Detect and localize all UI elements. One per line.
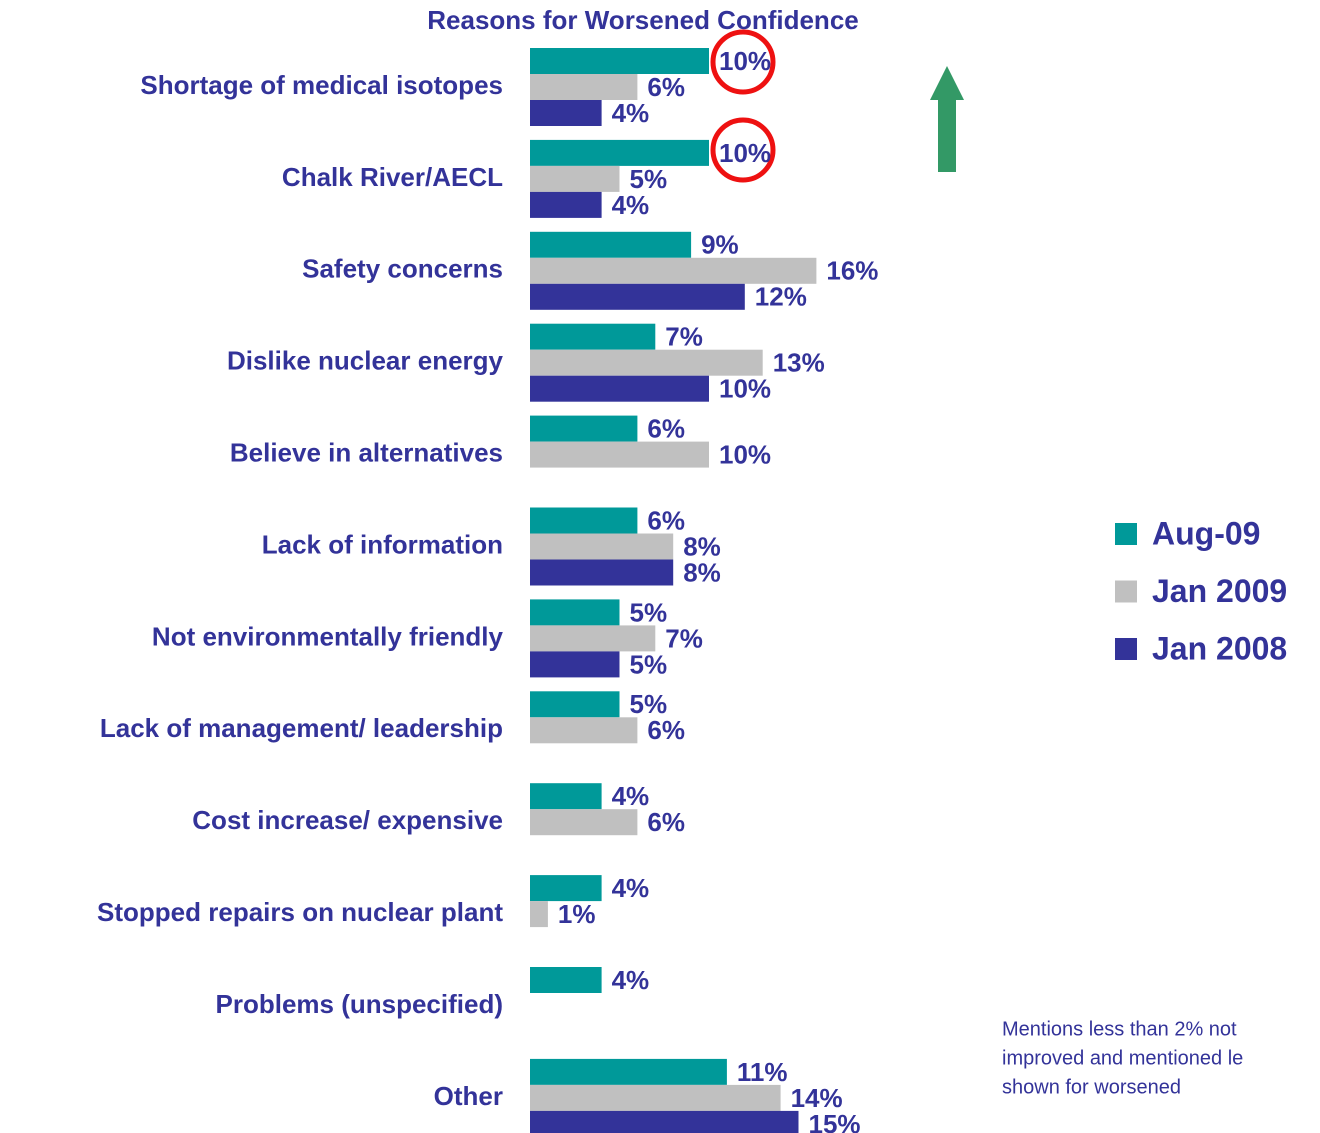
bar (530, 625, 656, 652)
bar (530, 1058, 727, 1085)
bar (530, 717, 638, 744)
legend-label: Aug-09 (1152, 515, 1260, 551)
value-label: 5% (630, 689, 668, 719)
legend-swatch (1115, 523, 1137, 545)
category-label: Problems (unspecified) (216, 989, 504, 1019)
value-label: 8% (683, 531, 721, 561)
value-label: 10% (719, 46, 771, 76)
value-label: 6% (647, 413, 685, 443)
value-label: 6% (647, 807, 685, 837)
value-label: 9% (701, 230, 739, 260)
value-label: 4% (612, 190, 650, 220)
value-label: 13% (773, 348, 825, 378)
value-label: 10% (719, 374, 771, 404)
highlight-circle (710, 117, 776, 183)
value-label: 16% (826, 256, 878, 286)
value-label: 7% (665, 623, 703, 653)
bar (530, 1110, 799, 1133)
bar (530, 533, 674, 560)
bar (530, 375, 709, 402)
up-arrow (930, 66, 964, 172)
bar (530, 875, 602, 902)
category-label: Chalk River/AECL (282, 162, 503, 192)
bar (530, 349, 763, 376)
value-label: 8% (683, 557, 721, 587)
bar (530, 283, 745, 310)
chart-title: Reasons for Worsened Confidence (427, 5, 859, 35)
value-label: 4% (612, 965, 650, 995)
value-label: 4% (612, 781, 650, 811)
legend-label: Jan 2009 (1152, 573, 1287, 609)
bar (530, 48, 709, 74)
bar (530, 139, 709, 166)
bar (530, 100, 602, 126)
value-label: 5% (630, 597, 668, 627)
category-label: Shortage of medical isotopes (140, 70, 503, 100)
category-label: Other (434, 1081, 503, 1111)
value-label: 10% (719, 439, 771, 469)
bar (530, 967, 602, 993)
value-label: 7% (665, 322, 703, 352)
value-label: 6% (647, 505, 685, 535)
category-label: Safety concerns (302, 254, 503, 284)
category-label: Believe in alternatives (230, 437, 503, 467)
bar (530, 599, 620, 626)
category-label: Not environmentally friendly (152, 621, 504, 651)
value-label: 15% (809, 1109, 861, 1133)
value-label: 1% (558, 899, 596, 929)
bar (530, 323, 656, 350)
bar (530, 191, 602, 218)
bar (530, 74, 638, 100)
bar (530, 257, 817, 284)
bar (530, 651, 620, 678)
bar (530, 691, 620, 718)
legend-label: Jan 2008 (1152, 630, 1287, 666)
value-label: 5% (630, 164, 668, 194)
category-label: Cost increase/ expensive (192, 805, 503, 835)
category-label: Dislike nuclear energy (227, 346, 504, 376)
bar (530, 783, 602, 810)
legend-swatch (1115, 580, 1137, 603)
bar (530, 415, 638, 442)
value-label: 6% (647, 72, 685, 102)
value-label: 11% (737, 1057, 788, 1087)
bar (530, 559, 674, 586)
legend-swatch (1115, 638, 1137, 660)
category-label: Lack of information (262, 529, 503, 559)
highlight-circle (710, 29, 776, 95)
bar (530, 231, 692, 258)
bar (530, 165, 620, 192)
bar (530, 441, 709, 468)
footnote: shown for worsened (1002, 1076, 1181, 1098)
value-label: 10% (719, 138, 771, 168)
value-label: 4% (612, 873, 650, 903)
value-label: 14% (791, 1083, 843, 1113)
category-label: Lack of management/ leadership (100, 713, 503, 743)
value-label: 5% (630, 649, 668, 679)
value-label: 6% (647, 715, 685, 745)
footnote: improved and mentioned le (1002, 1047, 1243, 1069)
bar (530, 507, 638, 534)
category-label: Stopped repairs on nuclear plant (97, 897, 503, 927)
bar (530, 809, 638, 836)
footnote: Mentions less than 2% not (1002, 1018, 1237, 1040)
bar (530, 901, 548, 928)
value-label: 4% (612, 98, 650, 128)
value-label: 12% (755, 282, 807, 312)
bar (530, 1084, 781, 1111)
